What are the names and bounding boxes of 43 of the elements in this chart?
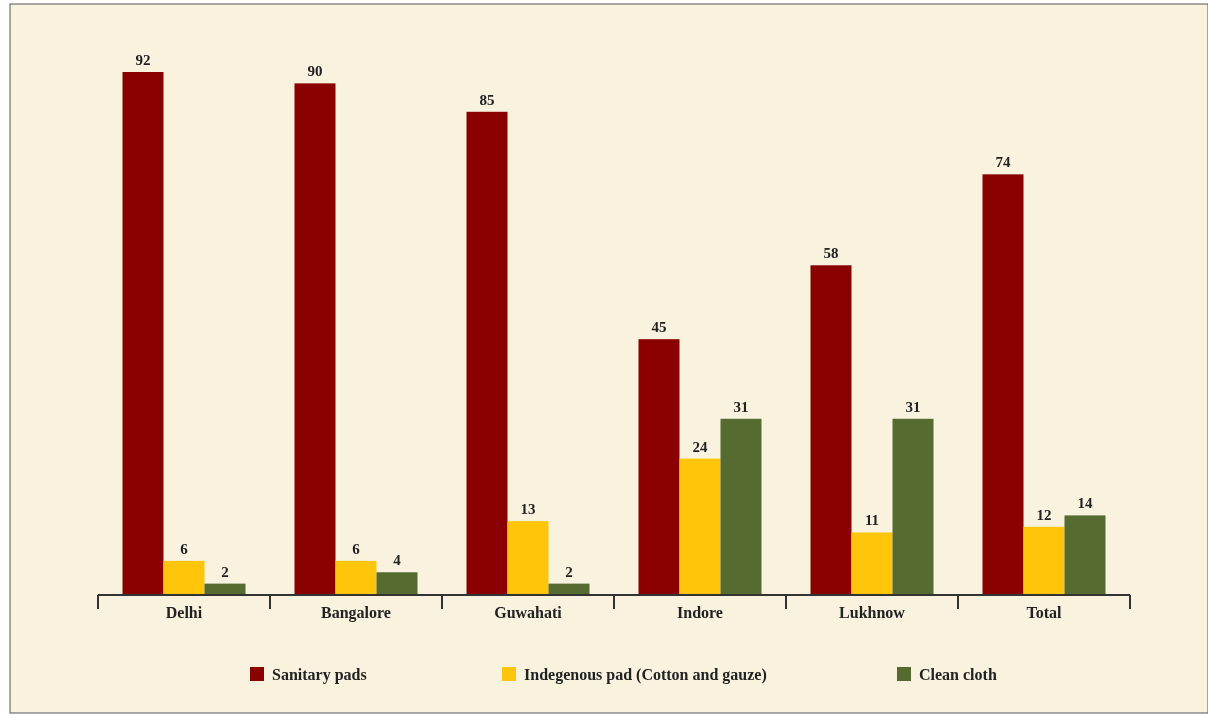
bar <box>163 560 205 595</box>
x-tick-label: Delhi <box>165 604 203 621</box>
data-label: 58 <box>823 245 839 262</box>
bar <box>892 418 934 595</box>
bar <box>507 521 549 595</box>
x-tick-label: Total <box>1026 604 1063 621</box>
x-tick-label: Lukhnow <box>839 604 906 621</box>
data-label: 6 <box>180 540 189 557</box>
bar <box>679 458 721 595</box>
bar <box>1023 526 1065 595</box>
bar <box>122 72 164 595</box>
data-label: 13 <box>520 501 536 518</box>
data-label: 12 <box>1036 506 1052 523</box>
bar <box>810 265 852 595</box>
data-label: 6 <box>352 540 361 557</box>
x-tick-label: Guwahati <box>494 604 563 621</box>
data-label: 2 <box>565 563 573 580</box>
data-label: 14 <box>1077 495 1093 512</box>
bar <box>335 560 377 595</box>
legend-label: Indegenous pad (Cotton and gauze) <box>524 666 767 684</box>
bar <box>851 532 893 595</box>
bar <box>638 339 680 595</box>
data-label: 85 <box>479 91 495 108</box>
data-label: 45 <box>651 319 667 336</box>
data-label: 90 <box>307 63 323 80</box>
bar <box>376 572 418 595</box>
data-label: 24 <box>692 438 708 455</box>
x-tick-label: Indore <box>677 604 723 621</box>
bar <box>1064 515 1106 595</box>
bar <box>294 83 336 595</box>
data-label: 31 <box>905 398 921 415</box>
bar <box>720 418 762 595</box>
data-label: 11 <box>864 512 880 529</box>
bar <box>982 174 1024 595</box>
data-label: 4 <box>393 552 402 569</box>
data-label: 2 <box>221 563 229 580</box>
bar <box>466 111 508 595</box>
legend-label: Sanitary pads <box>272 666 367 684</box>
data-label: 92 <box>135 52 151 68</box>
data-label: 74 <box>995 154 1011 171</box>
data-label: 31 <box>733 398 749 415</box>
legend-label: Clean cloth <box>919 666 997 683</box>
x-tick-label: Bangalore <box>321 604 391 622</box>
